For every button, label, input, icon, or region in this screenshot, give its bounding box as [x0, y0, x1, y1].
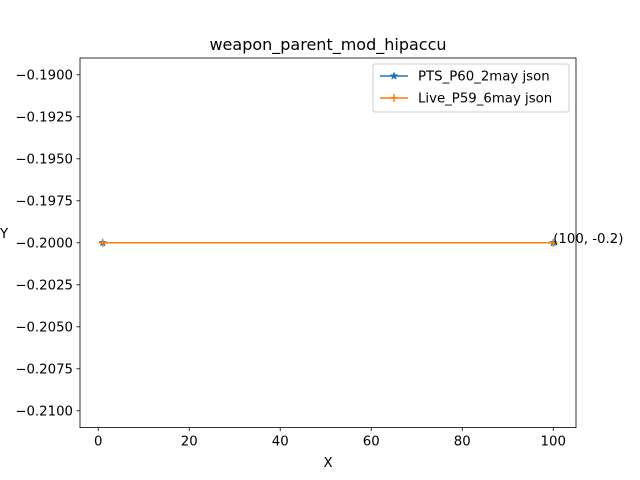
y-tick-label: −0.1925: [15, 110, 73, 125]
y-tick-label: −0.1900: [15, 68, 73, 83]
x-tick-label: 0: [94, 435, 102, 450]
x-tick-label: 60: [363, 435, 380, 450]
data-point: [98, 238, 107, 247]
point-annotation: (100, -0.2): [553, 232, 623, 247]
x-tick-label: 20: [181, 435, 198, 450]
legend: PTS_P60_2may json Live_P59_6may json: [372, 63, 570, 113]
legend-item: Live_P59_6may json: [380, 92, 552, 107]
annotation-layer: (100, -0.2): [553, 232, 623, 247]
series-2: [98, 238, 558, 247]
x-tick-label: 80: [454, 435, 471, 450]
legend-label: Live_P59_6may json: [418, 92, 552, 107]
legend-label: PTS_P60_2may json: [418, 70, 550, 85]
y-axis-label: Y: [0, 227, 9, 242]
y-tick-label: −0.1950: [15, 152, 73, 167]
x-tick-label: 100: [541, 435, 566, 450]
series-layer: [98, 238, 558, 247]
legend-box: [372, 63, 570, 113]
x-tick-label: 40: [272, 435, 289, 450]
legend-marker: [390, 94, 398, 102]
y-tick-label: −0.2050: [15, 320, 73, 335]
data-point: [549, 238, 558, 247]
legend-item: PTS_P60_2may json: [380, 70, 550, 85]
y-tick-label: −0.2025: [15, 278, 73, 293]
x-axis-label: X: [323, 456, 332, 471]
y-tick-label: −0.1975: [15, 194, 73, 209]
x-axis-ticks: 0 20 40 60 80 100: [94, 427, 566, 450]
y-axis-ticks: −0.2100 −0.2075 −0.2050 −0.2025 −0.2000 −0.19…: [15, 68, 80, 419]
y-tick-label: −0.2100: [15, 404, 73, 419]
chart-title: weapon_parent_mod_hipaccu: [209, 35, 446, 55]
y-tick-label: −0.2000: [15, 236, 73, 251]
legend-marker: [389, 71, 399, 80]
y-tick-label: −0.2075: [15, 362, 73, 377]
